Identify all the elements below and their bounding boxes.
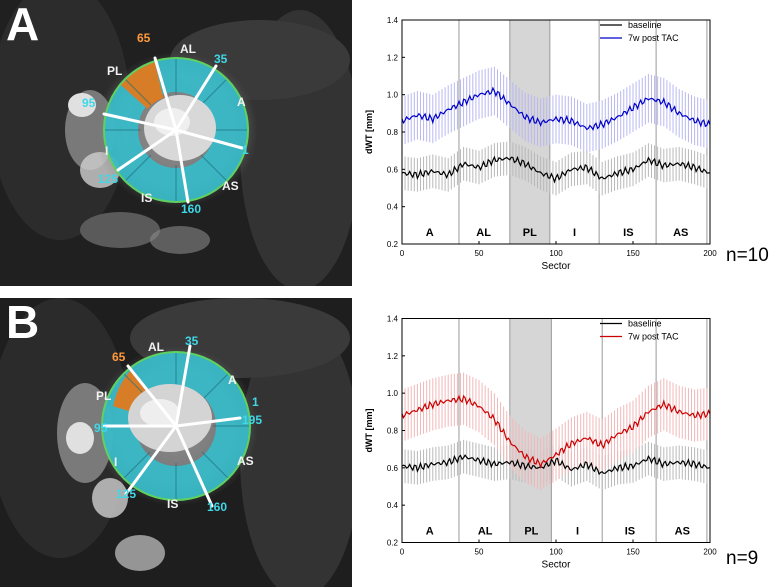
sector-boundary-lines-b — [102, 344, 242, 508]
y-axis-label: dWT [mm] — [364, 409, 374, 453]
label-pl-b: PL — [96, 389, 111, 403]
legend-label: 7w post TAC — [628, 332, 679, 342]
label-i-b: I — [114, 455, 117, 469]
x-tick-label: 150 — [626, 548, 640, 557]
label-a-a: A — [237, 95, 246, 109]
sector-label-pl: PL — [523, 227, 537, 239]
x-tick-label: 150 — [626, 249, 640, 258]
series-line-baseline — [401, 155, 711, 184]
sector-label-as: AS — [675, 526, 690, 538]
outer-contour-b — [101, 351, 251, 501]
sector-label-a: A — [426, 526, 434, 538]
boundary-35-a: 35 — [214, 52, 228, 66]
y-tick-label: 1.2 — [387, 53, 399, 62]
y-tick-label: 1.4 — [387, 16, 399, 25]
label-is-a: IS — [141, 191, 152, 205]
y-tick-label: 0.6 — [387, 464, 399, 473]
label-as-a: AS — [222, 179, 239, 193]
mri-image-a: A PL AL A I IS AS 65 35 95 1 125 160 — [0, 0, 352, 286]
shaded-region — [509, 20, 550, 244]
label-is-b: IS — [167, 497, 178, 511]
label-al-b: AL — [148, 340, 164, 354]
panel-letter-b: B — [6, 298, 39, 348]
x-tick-label: 100 — [549, 548, 563, 557]
sector-label-i: I — [576, 526, 579, 538]
boundary-95-a: 95 — [82, 96, 96, 110]
n-label-a: n=10 — [726, 245, 769, 266]
n-label-b: n=9 — [726, 548, 759, 569]
mri-svg-a: A PL AL A I IS AS 65 35 95 1 125 160 — [0, 0, 352, 286]
y-tick-label: 0.4 — [387, 501, 399, 510]
x-tick-label: 0 — [400, 249, 405, 258]
legend-label: baseline — [628, 20, 662, 30]
label-a-b: A — [228, 373, 237, 387]
error-bars-post-tac — [401, 372, 711, 491]
boundary-1-b: 1 — [252, 395, 259, 409]
chart-b: 0.2 0.4 0.6 0.8 1.0 1.2 1.4 0 50 100 150 200 Sector d… — [364, 315, 717, 571]
y-tick-label: 0.2 — [387, 539, 399, 548]
x-tick-label: 50 — [475, 548, 484, 557]
outer-contour-a — [103, 57, 249, 203]
y-tick-label: 0.6 — [387, 165, 399, 174]
y-tick-label: 0.8 — [387, 128, 399, 137]
label-al-a: AL — [180, 42, 196, 56]
mri-svg-b: B PL AL A I IS AS 65 35 95 1 195 125 160 — [0, 298, 352, 587]
boundary-160-b: 160 — [207, 500, 227, 514]
sector-label-al: AL — [476, 227, 491, 239]
sector-label-is: IS — [623, 227, 633, 239]
legend-label: 7w post TAC — [628, 33, 679, 43]
sector-label-as: AS — [673, 227, 688, 239]
legend-label: baseline — [628, 319, 662, 329]
y-axis-label: dWT [mm] — [364, 110, 374, 154]
boundary-1-a: 1 — [242, 143, 249, 157]
error-bars-baseline — [401, 141, 711, 196]
sector-label-al: AL — [478, 526, 493, 538]
sector-label-is: IS — [625, 526, 635, 538]
y-tick-label: 1.0 — [387, 91, 399, 100]
label-pl-a: PL — [107, 64, 122, 78]
pl-segment-highlight-a — [120, 61, 164, 109]
panel-letter-a: A — [6, 0, 39, 50]
x-tick-label: 100 — [549, 249, 563, 258]
series-line-post-tac — [401, 86, 711, 131]
x-tick-label: 0 — [400, 548, 405, 557]
boundary-125-b: 125 — [116, 487, 136, 501]
boundary-95-b: 95 — [94, 421, 108, 435]
y-tick-label: 0.4 — [387, 203, 399, 212]
sector-label-a: A — [426, 227, 434, 239]
mri-image-b: B PL AL A I IS AS 65 35 95 1 195 125 160 — [0, 298, 352, 587]
boundary-195-b: 195 — [242, 413, 262, 427]
label-as-b: AS — [237, 454, 254, 468]
boundary-35-b: 35 — [185, 334, 199, 348]
shaded-region — [509, 318, 552, 543]
sector-label-pl: PL — [524, 526, 538, 538]
y-tick-label: 1.2 — [387, 352, 399, 361]
boundary-160-a: 160 — [181, 202, 201, 216]
label-i-a: I — [105, 144, 108, 158]
y-tick-label: 0.2 — [387, 240, 399, 249]
series-line-post-tac — [401, 394, 711, 469]
sector-boundary-lines-a — [102, 56, 244, 204]
x-tick-label: 200 — [703, 249, 717, 258]
x-tick-label: 50 — [475, 249, 484, 258]
x-axis-label: Sector — [542, 560, 572, 571]
x-tick-label: 200 — [703, 548, 717, 557]
x-axis-label: Sector — [542, 261, 572, 272]
y-tick-label: 1.0 — [387, 389, 399, 398]
boundary-125-a: 125 — [98, 172, 118, 186]
boundary-65-b: 65 — [112, 350, 126, 364]
series-line-baseline — [401, 454, 711, 476]
chart-a: 0.2 0.4 0.6 0.8 1.0 1.2 1.4 0 50 100 150 200 Sector d… — [364, 16, 717, 272]
boundary-65-a: 65 — [137, 31, 151, 45]
sector-label-i: I — [573, 227, 576, 239]
y-tick-label: 0.8 — [387, 427, 399, 436]
y-tick-label: 1.4 — [387, 315, 399, 324]
